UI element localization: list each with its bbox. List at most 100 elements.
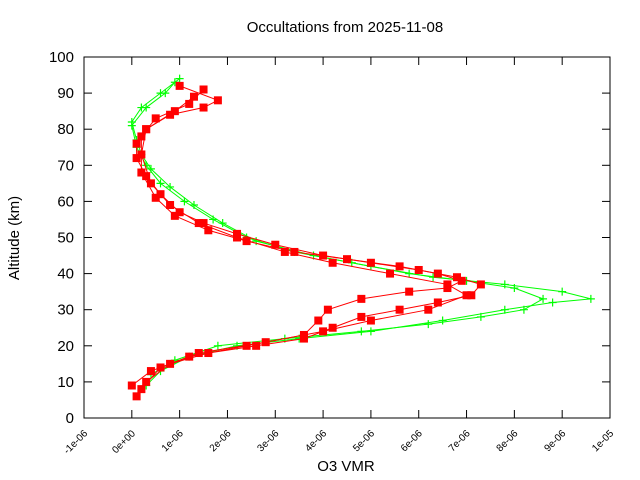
data-point (194, 219, 203, 228)
data-point (476, 312, 485, 321)
data-point (462, 291, 471, 300)
data-point (199, 85, 208, 94)
data-point (424, 320, 433, 329)
data-point (166, 110, 175, 119)
data-point (213, 96, 222, 105)
data-point (175, 81, 184, 90)
data-point (405, 287, 414, 296)
data-point (395, 262, 404, 271)
data-point (271, 240, 280, 249)
data-point (213, 341, 222, 350)
data-point (209, 215, 218, 224)
x-tick-label: 1e-05 (590, 428, 616, 454)
data-point (548, 298, 557, 307)
series-line (131, 78, 591, 386)
data-point (189, 92, 198, 101)
data-point (151, 193, 160, 202)
data-point (146, 367, 155, 376)
x-tick-label: 4e-06 (303, 428, 329, 454)
x-tick-label: 6e-06 (399, 428, 425, 454)
data-point (142, 172, 151, 181)
data-point (357, 294, 366, 303)
series-line (131, 81, 545, 376)
series-1 (127, 78, 548, 379)
x-tick-label: 5e-06 (351, 428, 377, 454)
x-tick-label: 3e-06 (256, 428, 282, 454)
data-point (142, 103, 151, 112)
y-tick-label: 100 (49, 49, 74, 66)
data-point (476, 280, 485, 289)
data-point (242, 237, 251, 246)
data-point (132, 392, 141, 401)
data-point (194, 349, 203, 358)
data-point (175, 74, 184, 83)
data-point (156, 179, 165, 188)
x-axis-label: O3 VMR (317, 458, 375, 475)
series-line (136, 85, 482, 397)
data-point (199, 103, 208, 112)
data-point (233, 233, 242, 242)
x-tick-label: 1e-06 (160, 428, 186, 454)
y-axis-label: Altitude (km) (6, 196, 23, 280)
data-point (242, 341, 251, 350)
x-tick-label: 9e-06 (542, 428, 568, 454)
data-point (328, 258, 337, 267)
x-tick-label: 7e-06 (447, 428, 473, 454)
y-tick-label: 10 (57, 374, 74, 391)
series-line (131, 89, 464, 386)
data-point (290, 247, 299, 256)
data-point (142, 377, 151, 386)
data-point (142, 125, 151, 134)
x-tick-label: 8e-06 (495, 428, 521, 454)
data-point (132, 154, 141, 163)
x-tick-label: 0e+00 (110, 428, 138, 456)
y-tick-label: 60 (57, 193, 74, 210)
data-point (170, 211, 179, 220)
data-point (405, 269, 414, 278)
data-point (510, 284, 519, 293)
series-4 (137, 92, 471, 394)
data-point (161, 89, 170, 98)
data-point (586, 294, 595, 303)
plot-series (127, 74, 595, 401)
data-point (395, 305, 404, 314)
data-point (199, 219, 208, 228)
data-point (467, 291, 476, 300)
data-point (261, 338, 270, 347)
data-point (452, 273, 461, 282)
data-point (558, 287, 567, 296)
data-point (132, 139, 141, 148)
data-point (443, 280, 452, 289)
y-tick-label: 40 (57, 266, 74, 283)
data-point (433, 269, 442, 278)
y-tick-label: 70 (57, 157, 74, 174)
data-point (314, 316, 323, 325)
data-point (127, 121, 136, 130)
data-point (137, 168, 146, 177)
data-point (500, 305, 509, 314)
data-point (137, 132, 146, 141)
y-tick-label: 20 (57, 338, 74, 355)
data-point (539, 294, 548, 303)
data-point (457, 276, 466, 285)
data-point (328, 323, 337, 332)
data-point (386, 269, 395, 278)
data-point (319, 327, 328, 336)
data-point (204, 226, 213, 235)
y-tick-label: 80 (57, 121, 74, 138)
data-point (166, 201, 175, 210)
data-point (137, 150, 146, 159)
y-tick-label: 50 (57, 230, 74, 247)
series-3 (127, 85, 466, 390)
data-point (137, 385, 146, 394)
data-point (170, 107, 179, 116)
y-tick-label: 90 (57, 85, 74, 102)
data-point (180, 197, 189, 206)
data-point (438, 316, 447, 325)
data-point (151, 114, 160, 123)
data-point (127, 381, 136, 390)
series-0 (127, 74, 595, 390)
data-point (424, 305, 433, 314)
series-line (140, 96, 468, 390)
